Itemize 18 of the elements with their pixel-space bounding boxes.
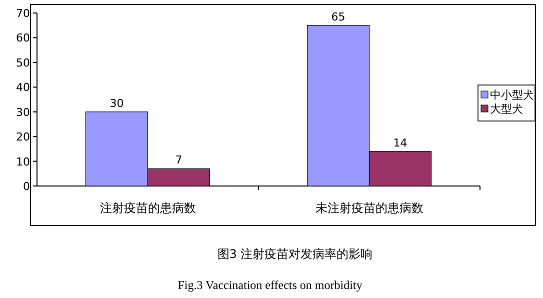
- x-tick-label: 注射疫苗的患病数: [100, 201, 196, 215]
- data-label: 7: [175, 154, 182, 167]
- x-tick-label: 未注射疫苗的患病数: [315, 201, 424, 215]
- y-tick-label: 10: [16, 155, 30, 168]
- y-tick-label: 60: [16, 32, 30, 45]
- y-tick-label: 30: [16, 106, 30, 119]
- y-tick-label: 40: [16, 81, 30, 94]
- legend-label: 中小型犬: [490, 88, 534, 102]
- data-label: 65: [331, 10, 346, 24]
- y-tick-label: 70: [16, 7, 30, 20]
- text: Fig.3 Vaccination effects on morbidity: [178, 278, 362, 292]
- legend-label: 大型犬: [490, 102, 523, 116]
- text: 图3 注射疫苗对发病率的影响: [217, 247, 373, 261]
- y-tick-label: 20: [16, 130, 30, 144]
- y-tick-label: 50: [16, 56, 30, 70]
- y-tick-label: 0: [23, 180, 30, 193]
- data-label: 14: [393, 136, 408, 150]
- data-label: 30: [110, 96, 124, 110]
